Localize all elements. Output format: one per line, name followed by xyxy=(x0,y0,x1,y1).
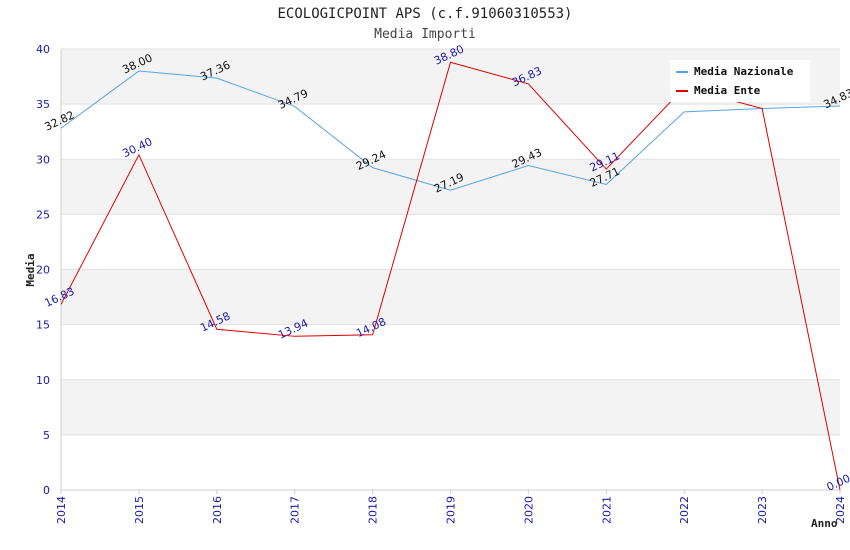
x-tick-label: 2016 xyxy=(211,496,224,524)
x-tick-label: 2023 xyxy=(756,496,769,524)
y-tick-label: 35 xyxy=(36,98,50,111)
x-tick-label: 2024 xyxy=(834,496,847,524)
x-tick-label: 2017 xyxy=(289,496,302,524)
y-tick-label: 0 xyxy=(43,484,50,497)
x-axis-title: Anno xyxy=(811,517,838,530)
series-line-media-nazionale xyxy=(60,70,841,191)
legend: Media Nazionale Media Ente xyxy=(670,60,810,102)
grid-band xyxy=(61,104,840,160)
y-tick-label: 40 xyxy=(36,43,50,56)
x-tick-label: 2021 xyxy=(600,496,613,524)
y-tick-label: 10 xyxy=(36,374,50,387)
legend-label-media-ente: Media Ente xyxy=(694,84,761,97)
y-tick-label: 5 xyxy=(43,429,50,442)
chart-title: ECOLOGICPOINT APS (c.f.91060310553) xyxy=(277,6,573,22)
x-tick-label: 2019 xyxy=(445,496,458,524)
y-tick-label: 30 xyxy=(36,153,50,166)
x-tick-label: 2018 xyxy=(367,496,380,524)
chart-subtitle: Media Importi xyxy=(374,27,476,42)
y-tick-label: 25 xyxy=(36,208,50,221)
x-tick-label: 2015 xyxy=(133,496,146,524)
grid-band xyxy=(61,159,840,215)
legend-box xyxy=(670,60,810,102)
x-tick-label: 2020 xyxy=(522,496,535,524)
grid-lines xyxy=(61,48,840,491)
x-tick-label: 2014 xyxy=(55,496,68,524)
y-tick-label: 20 xyxy=(36,264,50,277)
grid-band xyxy=(61,324,840,380)
grid-bands xyxy=(61,49,840,490)
grid-band xyxy=(61,379,840,435)
grid-band xyxy=(61,269,840,325)
y-tick-label: 15 xyxy=(36,319,50,332)
y-axis-ticks: 0 5 10 15 20 25 30 35 40 xyxy=(36,43,50,497)
x-tick-label: 2022 xyxy=(678,496,691,524)
y-axis-title: Media xyxy=(24,253,37,286)
grid-band xyxy=(61,214,840,270)
legend-label-media-nazionale: Media Nazionale xyxy=(694,65,794,78)
grid-band xyxy=(61,434,840,490)
x-axis-ticks: 2014 2015 2016 2017 2018 2019 2020 2021 2022 2023… xyxy=(55,490,847,524)
